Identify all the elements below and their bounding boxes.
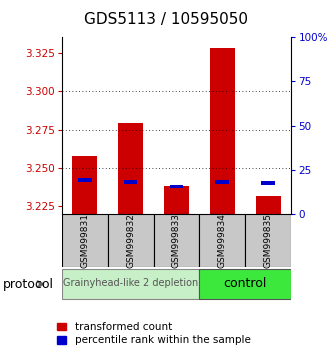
Text: protocol: protocol <box>3 278 54 291</box>
Text: GDS5113 / 10595050: GDS5113 / 10595050 <box>85 12 248 27</box>
FancyBboxPatch shape <box>108 214 154 267</box>
Bar <box>169 184 183 188</box>
FancyBboxPatch shape <box>62 214 108 267</box>
Text: GSM999835: GSM999835 <box>264 213 273 268</box>
FancyBboxPatch shape <box>154 214 199 267</box>
Bar <box>261 182 275 185</box>
Text: control: control <box>224 277 267 290</box>
Bar <box>78 178 92 182</box>
Bar <box>118 123 143 214</box>
Text: Grainyhead-like 2 depletion: Grainyhead-like 2 depletion <box>63 278 198 289</box>
Legend: transformed count, percentile rank within the sample: transformed count, percentile rank withi… <box>57 322 250 345</box>
Bar <box>164 187 189 214</box>
Bar <box>256 196 281 214</box>
Text: GSM999831: GSM999831 <box>80 213 89 268</box>
Text: GSM999833: GSM999833 <box>172 213 181 268</box>
FancyBboxPatch shape <box>62 269 199 299</box>
Text: GSM999832: GSM999832 <box>126 213 135 268</box>
Bar <box>124 180 138 184</box>
FancyBboxPatch shape <box>245 214 291 267</box>
FancyBboxPatch shape <box>199 269 291 299</box>
Text: GSM999834: GSM999834 <box>218 213 227 268</box>
FancyBboxPatch shape <box>199 214 245 267</box>
Bar <box>215 180 229 184</box>
Bar <box>210 48 235 214</box>
Bar <box>72 156 97 214</box>
